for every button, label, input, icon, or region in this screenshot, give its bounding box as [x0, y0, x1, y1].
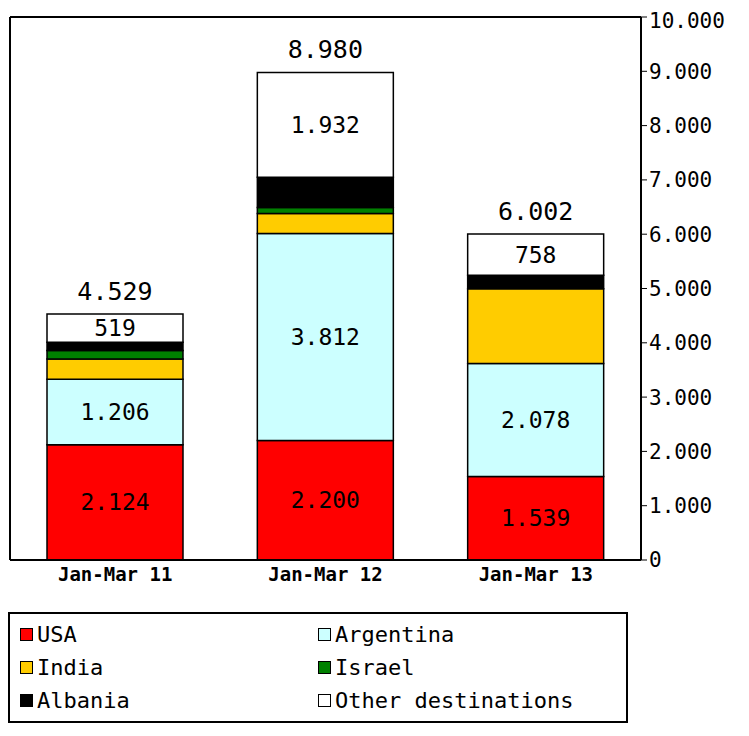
svg-text:Jan-Mar 13: Jan-Mar 13: [479, 563, 593, 585]
svg-text:4.529: 4.529: [77, 277, 152, 306]
svg-text:Jan-Mar 12: Jan-Mar 12: [268, 563, 382, 585]
svg-text:2.000: 2.000: [649, 440, 712, 464]
svg-text:8.980: 8.980: [288, 35, 363, 64]
svg-text:2.078: 2.078: [501, 407, 570, 433]
html-text:Argentina: Argentina: [335, 622, 455, 647]
html-text:USA: USA: [37, 622, 77, 647]
svg-text:0: 0: [649, 548, 662, 572]
svg-text:7.000: 7.000: [649, 168, 712, 192]
svg-text:758: 758: [515, 242, 557, 268]
html-text:India: India: [37, 655, 104, 680]
html-text:Albania: Albania: [37, 688, 130, 713]
svg-text:2.200: 2.200: [291, 487, 360, 513]
html-text:Israel: Israel: [335, 655, 415, 680]
svg-text:3.000: 3.000: [649, 386, 712, 410]
svg-text:1.932: 1.932: [291, 112, 360, 138]
svg-text:2.124: 2.124: [80, 489, 149, 515]
svg-text:9.000: 9.000: [649, 60, 712, 84]
svg-text:5.000: 5.000: [649, 277, 712, 301]
svg-text:6.000: 6.000: [649, 223, 712, 247]
html-text:Other destinations: Other destinations: [335, 688, 574, 713]
svg-text:10.000: 10.000: [649, 9, 725, 33]
svg-text:Jan-Mar 11: Jan-Mar 11: [58, 563, 172, 585]
svg-text:6.002: 6.002: [498, 197, 573, 226]
svg-text:1.000: 1.000: [649, 494, 712, 518]
svg-text:4.000: 4.000: [649, 331, 712, 355]
svg-text:8.000: 8.000: [649, 114, 712, 138]
svg-text:3.812: 3.812: [291, 324, 360, 350]
svg-text:1.539: 1.539: [501, 505, 570, 531]
svg-text:519: 519: [94, 315, 136, 341]
svg-text:1.206: 1.206: [80, 399, 149, 425]
